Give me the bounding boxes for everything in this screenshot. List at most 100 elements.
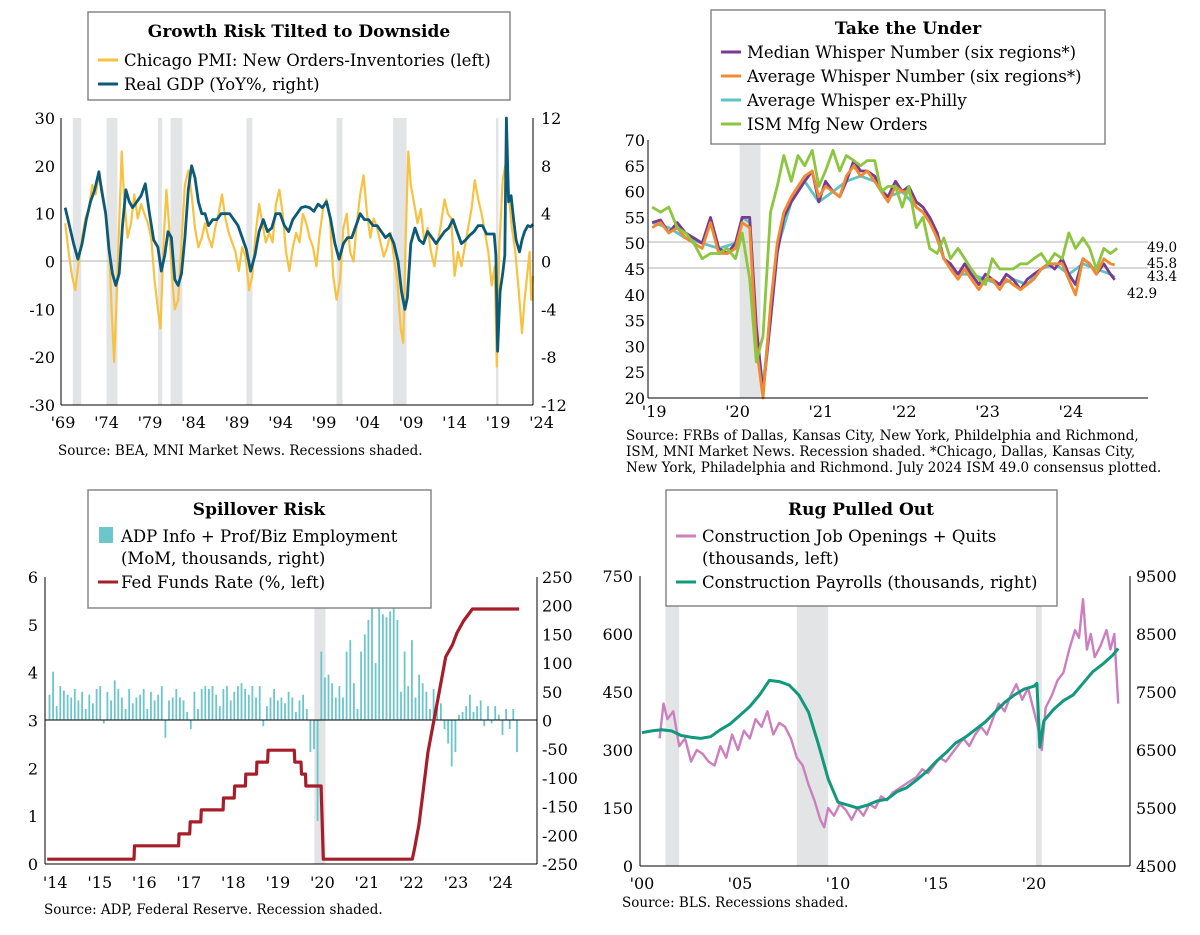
y-tick-label: 450 xyxy=(602,683,633,702)
adp-bar xyxy=(461,711,464,721)
legend-box xyxy=(665,489,1058,607)
x-tick-label: '00 xyxy=(630,874,655,893)
x-tick-labels: '00 '05 '10 '15 '20 xyxy=(630,874,1047,893)
adp-bar xyxy=(472,711,475,721)
panel-take-the-under: 70 65 60 55 50 45 40 35 30 25 20 '19 '20 '21 '22 '23 '2… xyxy=(625,9,1177,476)
left-tick-labels: 750 600 450 300 150 0 xyxy=(602,567,633,876)
adp-bar xyxy=(331,683,333,721)
adp-bar xyxy=(157,694,160,721)
adp-bar xyxy=(229,700,232,721)
adp-bar xyxy=(222,688,225,721)
legend-label-pmi: Chicago PMI: New Orders-Inventories (lef… xyxy=(124,51,491,70)
adp-bar xyxy=(421,683,424,721)
adp-bar xyxy=(440,703,442,721)
series-line-exphilly xyxy=(651,174,1116,390)
legend-label-median: Median Whisper Number (six regions*) xyxy=(747,43,1076,62)
y-tick-label: 4 xyxy=(28,664,38,683)
adp-bar xyxy=(458,714,460,721)
y-tick-label: 65 xyxy=(625,157,645,176)
adp-bar xyxy=(124,709,127,721)
x-tick-label: '74 xyxy=(94,413,119,432)
adp-bar xyxy=(490,720,493,724)
y-tick-label: 250 xyxy=(542,568,573,587)
adp-bar xyxy=(302,694,304,721)
adp-bar xyxy=(55,706,58,721)
x-tick-label: '94 xyxy=(268,413,293,432)
adp-bar xyxy=(146,709,149,721)
legend-label-payrolls: Construction Payrolls (thousands, right) xyxy=(702,573,1038,592)
adp-bar xyxy=(171,697,174,721)
adp-bar xyxy=(244,688,247,721)
y-tick-label: 30 xyxy=(625,337,645,356)
adp-bar xyxy=(432,688,435,721)
adp-bar xyxy=(276,700,279,721)
adp-bar xyxy=(237,686,239,721)
adp-bar xyxy=(345,651,348,721)
y-tick-label: 50 xyxy=(542,683,562,702)
adp-bar xyxy=(356,709,359,721)
legend-box xyxy=(87,489,432,609)
chart-title: Growth Risk Tilted to Downside xyxy=(148,22,451,42)
y-tick-label: 30 xyxy=(35,109,55,128)
adp-bar xyxy=(258,686,261,721)
adp-bar xyxy=(226,686,228,721)
source-note-line-2: ISM, MNI Market News. Recession shaded. … xyxy=(626,444,1135,460)
adp-bar xyxy=(251,686,254,721)
adp-bar xyxy=(186,711,189,721)
y-tick-label: 40 xyxy=(625,286,645,305)
adp-bar xyxy=(175,688,178,721)
y-tick-label: 20 xyxy=(625,389,645,408)
chart-title: Rug Pulled Out xyxy=(788,500,934,520)
x-tick-label: '14 xyxy=(442,413,467,432)
y-tick-label: 9500 xyxy=(1136,567,1177,586)
y-tick-label: 6 xyxy=(28,568,38,587)
y-tick-label: 750 xyxy=(602,567,633,586)
adp-bar xyxy=(447,720,449,744)
adp-bar xyxy=(334,697,337,721)
adp-bar xyxy=(516,720,518,753)
adp-bar xyxy=(479,700,482,721)
adp-bar xyxy=(429,709,431,721)
adp-bar xyxy=(52,671,54,721)
y-tick-label: 12 xyxy=(541,109,561,128)
chart-title: Take the Under xyxy=(835,19,982,39)
x-tick-label: '04 xyxy=(355,413,380,432)
adp-bar xyxy=(240,683,243,721)
x-tick-label: '23 xyxy=(975,402,1000,421)
legend-label-average: Average Whisper Number (six regions*) xyxy=(746,67,1082,86)
x-tick-label: '24 xyxy=(488,873,513,892)
y-tick-label: 600 xyxy=(602,625,633,644)
adp-bar xyxy=(287,691,290,721)
x-tick-labels: '14 '15 '16 '17 '18 '19 '20 '21 '22 '23 '24 xyxy=(43,873,513,892)
x-tick-label: '79 xyxy=(138,413,163,432)
adp-bar xyxy=(465,706,468,721)
adp-bar xyxy=(469,694,471,721)
adp-bar xyxy=(450,720,453,767)
y-tick-label: 5 xyxy=(28,616,38,635)
adp-bar xyxy=(269,697,272,721)
adp-bar xyxy=(92,703,94,721)
adp-bar xyxy=(59,686,62,721)
adp-bar xyxy=(403,651,406,721)
right-tick-labels: 9500 8500 7500 6500 5500 4500 xyxy=(1136,567,1177,876)
y-tick-label: -200 xyxy=(542,826,578,845)
y-tick-label: 55 xyxy=(625,208,645,227)
adp-bar xyxy=(102,720,105,724)
legend-label-exphilly: Average Whisper ex-Philly xyxy=(746,91,967,110)
adp-bar xyxy=(164,720,167,738)
x-tick-label: '20 xyxy=(725,402,750,421)
x-tick-label: '24 xyxy=(1058,402,1083,421)
y-tick-label: 200 xyxy=(542,597,573,616)
adp-bar xyxy=(117,688,120,721)
adp-bar xyxy=(418,674,420,721)
legend-label-openings-line-2: (thousands, left) xyxy=(702,549,839,568)
x-tick-label: '10 xyxy=(826,874,851,893)
y-tick-label: -100 xyxy=(542,769,578,788)
y-tick-label: -20 xyxy=(29,348,55,367)
adp-bar xyxy=(262,720,265,727)
adp-bar xyxy=(284,703,286,721)
source-note: Source: BEA, MNI Market News. Recessions… xyxy=(58,443,423,459)
y-tick-label: 4500 xyxy=(1136,857,1177,876)
x-tick-label: '24 xyxy=(529,413,554,432)
legend-label-ism: ISM Mfg New Orders xyxy=(747,115,927,134)
